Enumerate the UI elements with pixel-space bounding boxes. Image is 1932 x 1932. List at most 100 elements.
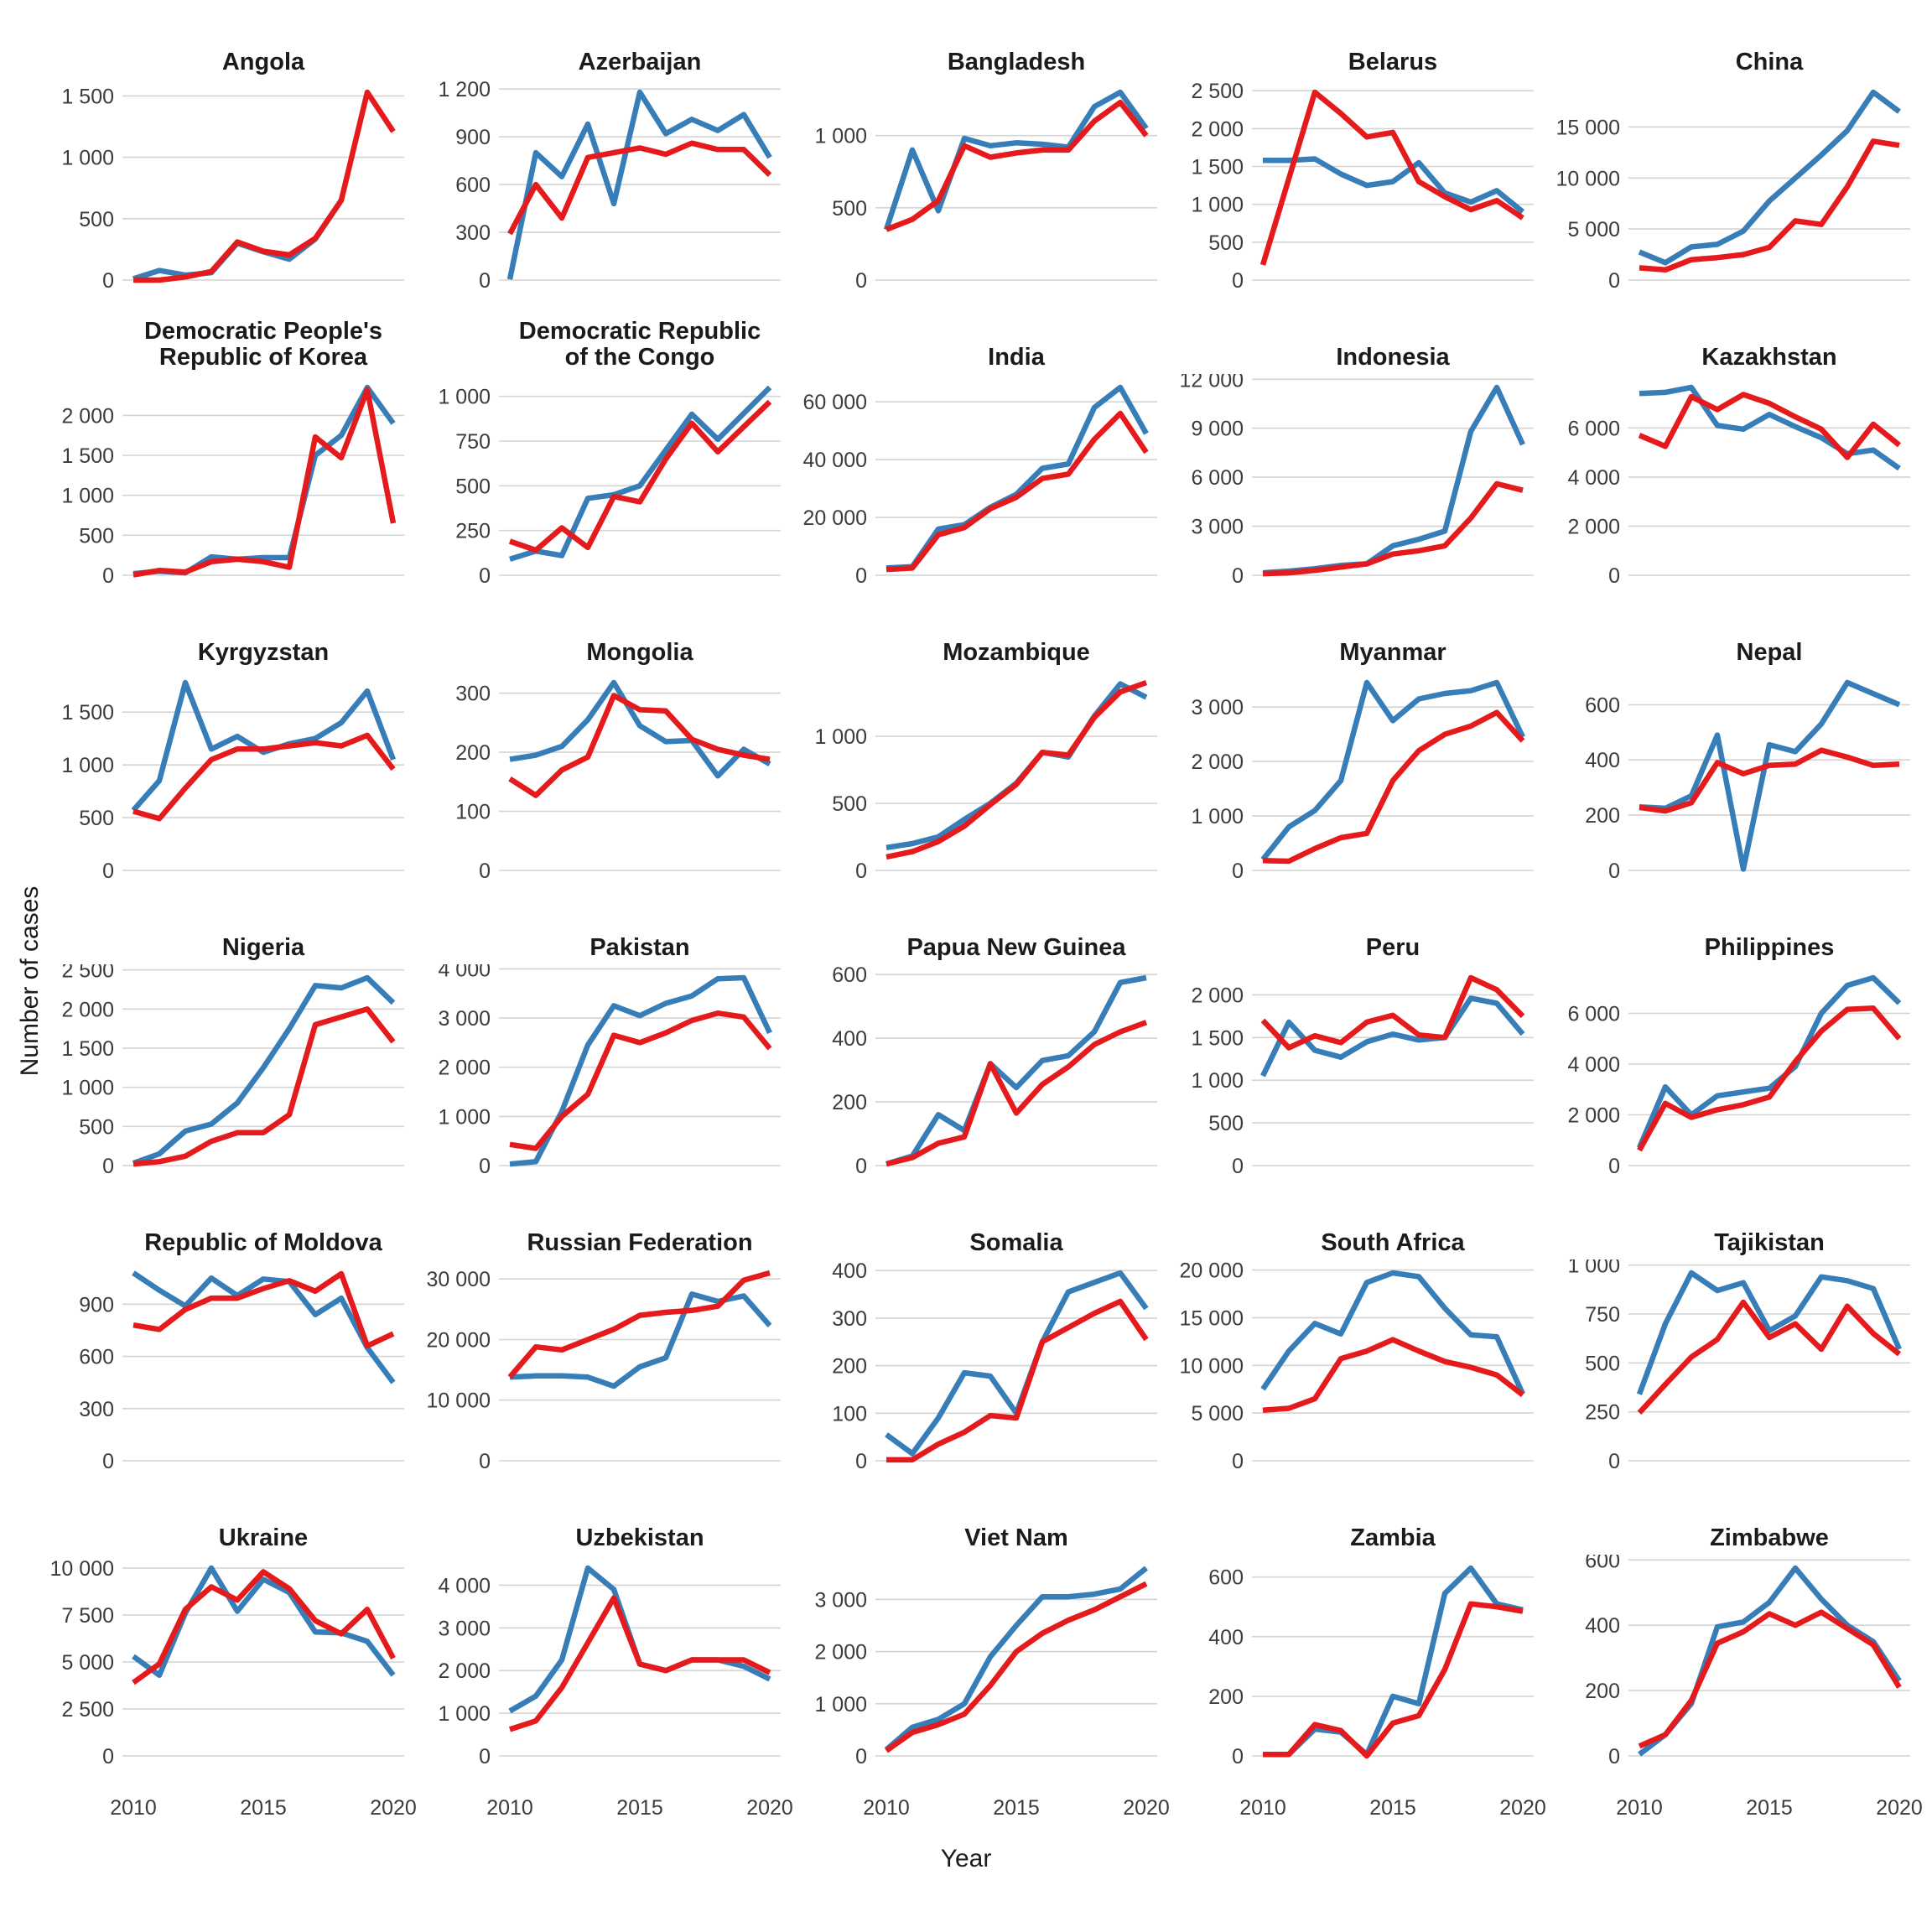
republic-of-moldova-blue_series-line [132,1270,396,1384]
y-tick-label: 0 [102,1450,114,1471]
y-tick-label: 0 [1232,1450,1244,1471]
facet-title-democratic-people-s-republic-of-korea: Democratic People's Republic of Korea [143,318,383,371]
facet-peru: Peru 0 500 1 000 1 500 2 000 [1173,909,1550,1204]
y-tick-label: 900 [79,1293,114,1317]
facet-zambia: Zambia 0 200 400 600 [1173,1499,1550,1794]
y-tick-label: 600 [455,174,491,197]
y-tick-label: 0 [1608,269,1620,290]
facet-title-viet-nam: Viet Nam [964,1524,1068,1551]
y-tick-label: 3 000 [438,1007,491,1031]
facet-somalia: Somalia 0 100 200 300 400 [797,1204,1173,1499]
somalia-red_series-line [886,1298,1149,1463]
facet-chart-myanmar: 0 1 000 2 000 3 000 [1191,679,1534,880]
facet-india: India 0 20 000 40 000 60 000 [797,319,1173,614]
viet-nam-blue_series-line [884,1566,1149,1752]
belarus-blue_series-line [1263,156,1525,215]
nigeria-red_series-line [132,1006,396,1167]
democratic-republic-of-the-congo-blue_series-line [509,385,772,562]
y-tick-label: 0 [855,564,867,585]
zambia-red_series-line [1263,1601,1524,1759]
y-tick-label: 300 [79,1398,114,1421]
nepal-blue_series-line [1639,679,1901,872]
y-tick-label: 3 000 [814,1588,867,1612]
x-tick-label: 2020 [1876,1796,1923,1820]
y-tick-label: 0 [479,564,491,585]
y-tick-label: 0 [855,269,867,290]
facet-title-angola: Angola [221,48,305,75]
y-tick-label: 6 000 [1191,466,1244,490]
y-tick-label: 0 [479,1450,491,1471]
india-red_series-line [886,410,1149,573]
y-tick-label: 5 000 [1191,1402,1244,1426]
x-tick-label: 2015 [1369,1796,1416,1820]
facet-title-pakistan: Pakistan [589,933,690,961]
democratic-republic-of-the-congo-red_series-line [508,399,772,553]
facet-chart-philippines: 0 2 000 4 000 6 000 [1567,974,1910,1176]
facet-pakistan: Pakistan 0 1 000 2 000 3 000 4 000 [420,909,797,1204]
facet-kyrgyzstan: Kyrgyzstan 0 500 1 000 1 500 [44,614,420,909]
y-tick-label: 15 000 [1180,1306,1244,1330]
x-tick-label: 2015 [616,1796,663,1820]
x-tick-label: 2020 [1499,1796,1546,1820]
zimbabwe-red_series-line [1638,1609,1902,1749]
facet-title-myanmar: Myanmar [1339,638,1446,666]
y-tick-label: 2 500 [61,1698,114,1722]
y-tick-label: 0 [1232,1745,1244,1766]
y-tick-label: 0 [1232,860,1244,880]
indonesia-blue_series-line [1262,384,1525,576]
y-tick-label: 7 500 [61,1604,114,1628]
y-tick-label: 0 [855,860,867,880]
facet-belarus: Belarus 0 500 1 000 1 500 2 000 2 500 [1173,23,1550,319]
somalia-blue_series-line [885,1270,1149,1457]
y-tick-label: 1 000 [814,725,867,749]
y-tick-label: 4 000 [438,964,491,981]
y-tick-label: 0 [1232,269,1244,290]
x-tick-label: 2015 [1746,1796,1793,1820]
x-axis-ticks: 2010 2015 2020 2010 2015 2020 2010 2015 2020 2010… [44,1796,1926,1826]
facet-chart-russian-federation: 0 10 000 20 000 30 000 [427,1268,781,1471]
x-axis-title: Year [940,1845,992,1872]
mozambique-red_series-line [886,679,1148,860]
y-tick-label: 1 000 [1191,805,1244,828]
y-tick-label: 1 000 [438,386,491,409]
y-tick-label: 0 [855,1745,867,1766]
y-tick-label: 5 000 [1567,218,1620,242]
south-africa-red_series-line [1262,1337,1524,1413]
facet-chart-republic-of-moldova: 0 300 600 900 [79,1270,404,1471]
facet-chart-nigeria: 0 500 1 000 1 500 2 000 2 500 [61,964,404,1176]
y-tick-label: 250 [455,520,491,543]
x-tick-label: 2015 [240,1796,287,1820]
y-tick-label: 0 [102,1745,114,1766]
y-tick-label: 600 [1585,693,1620,717]
facet-chart-zambia: 0 200 400 600 [1208,1565,1534,1766]
facet-angola: Angola 0 500 1 000 1 500 [44,23,420,319]
facet-kazakhstan: Kazakhstan 0 2 000 4 000 6 000 [1550,319,1926,614]
facet-philippines: Philippines 0 2 000 4 000 6 000 [1550,909,1926,1204]
facet-title-kazakhstan: Kazakhstan [1701,343,1837,371]
viet-nam-red_series-line [885,1581,1148,1753]
y-tick-label: 10 000 [50,1557,114,1581]
facet-chart-angola: 0 500 1 000 1 500 [61,85,404,290]
nigeria-blue_series-line [132,974,396,1166]
facet-nepal: Nepal 0 200 400 600 [1550,614,1926,909]
facet-title-papua-new-guinea: Papua New Guinea [906,933,1126,961]
facet-title-bangladesh: Bangladesh [947,48,1086,75]
y-tick-label: 750 [1585,1303,1620,1327]
y-tick-label: 0 [102,1155,114,1176]
x-tick-label: 2010 [1239,1796,1286,1820]
facet-title-democratic-republic-of-the-congo: Democratic Republic of the Congo [518,318,761,371]
facet-papua-new-guinea: Papua New Guinea 0 200 400 600 [797,909,1173,1204]
x-tick-label: 2010 [863,1796,910,1820]
y-tick-label: 0 [479,1155,491,1176]
y-tick-label: 400 [832,1027,867,1051]
facet-chart-viet-nam: 0 1 000 2 000 3 000 [814,1566,1157,1766]
y-tick-label: 12 000 [1180,374,1244,392]
y-tick-label: 1 500 [1191,156,1244,179]
facet-chart-azerbaijan: 0 300 600 900 1 200 [438,79,781,290]
kyrgyzstan-blue_series-line [131,679,397,813]
facet-title-south-africa: South Africa [1321,1228,1465,1256]
facet-chart-belarus: 0 500 1 000 1 500 2 000 2 500 [1191,80,1534,290]
x-tick-label: 2020 [370,1796,417,1820]
facet-title-somalia: Somalia [969,1228,1063,1256]
tajikistan-red_series-line [1637,1299,1902,1415]
